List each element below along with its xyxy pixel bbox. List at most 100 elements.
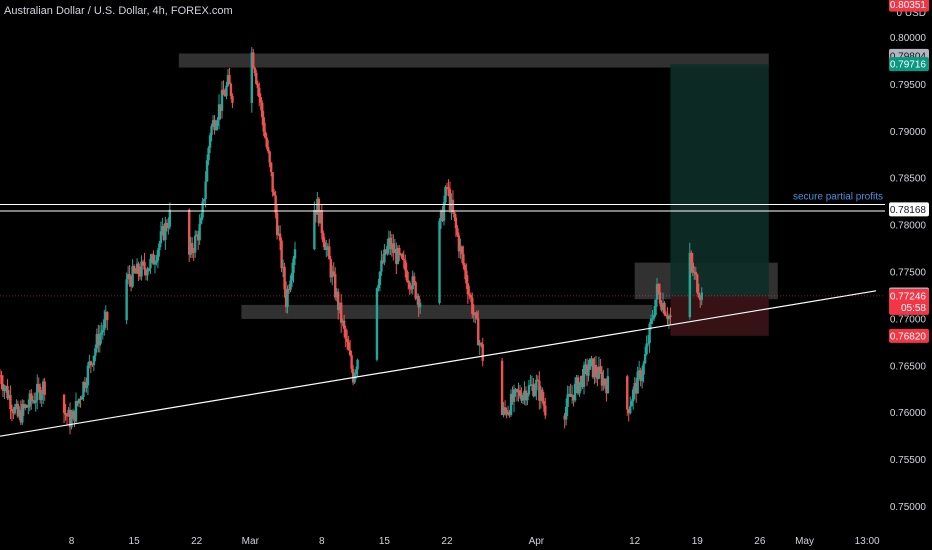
candle-body <box>389 237 392 250</box>
candle-body <box>284 289 288 307</box>
candle-body <box>347 341 350 351</box>
price-tick-label: 0.79500 <box>890 80 927 91</box>
candle-body <box>42 381 45 395</box>
candle-body <box>25 405 29 408</box>
candle-body <box>348 350 352 356</box>
candle-body <box>7 395 11 399</box>
candle-body <box>596 375 599 379</box>
candle-body <box>217 104 221 121</box>
candle-body <box>652 315 656 319</box>
candle-body <box>31 400 34 402</box>
candle-body <box>539 389 543 401</box>
price-tick-label: 0.77000 <box>890 314 927 325</box>
candle-body <box>581 375 584 387</box>
candle-body <box>22 404 26 409</box>
candle-body <box>97 334 100 346</box>
candle-body <box>541 389 544 402</box>
candle-body <box>523 390 526 395</box>
candles-layer <box>0 47 703 435</box>
candle-body <box>3 387 6 391</box>
candle-body <box>648 324 651 344</box>
candle-body <box>646 343 650 345</box>
candle-body <box>140 261 143 277</box>
candle-body <box>627 409 630 414</box>
candle-body <box>71 410 75 419</box>
candle-body <box>325 247 328 250</box>
candle-body <box>132 266 136 272</box>
candle-body <box>319 210 322 224</box>
candle-body <box>572 394 575 401</box>
candle-body <box>334 274 337 298</box>
candle-body <box>40 394 43 400</box>
badge-last-countdown: 05:58 <box>901 303 926 314</box>
candle-body <box>208 135 212 148</box>
candle-body <box>395 249 398 264</box>
candle-body <box>326 246 329 248</box>
candle-body <box>64 412 67 415</box>
candle-body <box>98 334 102 346</box>
candle-body <box>149 258 152 269</box>
chart-title: Australian Dollar / U.S. Dollar, 4h, FOR… <box>4 5 233 17</box>
candle-body <box>153 262 157 265</box>
candle-body <box>141 261 145 263</box>
candle-body <box>578 382 581 394</box>
candle-body <box>164 222 167 240</box>
candle-body <box>34 400 37 403</box>
candle-body <box>207 147 210 161</box>
candle-body <box>466 283 470 295</box>
candle-body <box>190 242 194 252</box>
stop-zone <box>670 295 769 336</box>
candle-body <box>664 314 668 316</box>
candle-body <box>329 259 332 278</box>
candle-body <box>228 75 231 84</box>
candle-body <box>533 390 537 396</box>
badge-target-bg <box>889 57 929 72</box>
candle-body <box>214 125 218 130</box>
candle-body <box>691 262 695 273</box>
price-tick-label: 0.75500 <box>890 455 927 466</box>
candle-body <box>342 320 346 329</box>
candle-body <box>159 231 163 244</box>
candle-body <box>104 311 107 320</box>
time-tick-label: Apr <box>529 536 545 547</box>
candle-body <box>456 228 459 236</box>
candle-body <box>68 409 72 428</box>
candle-body <box>125 279 128 321</box>
candle-body <box>210 125 213 136</box>
candle-body <box>337 291 340 311</box>
candle-body <box>335 291 338 298</box>
badge-stop-bg <box>889 328 929 343</box>
candle-body <box>393 249 397 254</box>
candle-body <box>18 409 21 417</box>
candle-body <box>696 274 699 293</box>
candle-body <box>155 260 158 263</box>
candle-body <box>192 251 195 253</box>
candle-body <box>520 396 523 401</box>
candle-body <box>12 411 15 414</box>
badge-last-label: 0.77246 <box>890 291 927 302</box>
candle-body <box>579 375 583 383</box>
candle-body <box>189 242 192 255</box>
candle-body <box>407 280 410 283</box>
candle-body <box>481 344 484 361</box>
candle-body <box>511 393 514 402</box>
candle-body <box>500 360 504 415</box>
candle-body <box>576 377 580 394</box>
candle-body <box>387 237 391 246</box>
candle-body <box>535 379 538 391</box>
candle-body <box>688 252 692 318</box>
candle-body <box>70 418 73 428</box>
candle-body <box>19 409 23 423</box>
candle-body <box>201 201 204 218</box>
candle-body <box>700 292 703 300</box>
candle-body <box>690 252 693 263</box>
candle-body <box>83 382 87 388</box>
candle-body <box>198 223 201 241</box>
candle-body <box>231 95 234 103</box>
candle-body <box>663 302 666 315</box>
candle-body <box>518 390 522 397</box>
candle-body <box>138 274 142 277</box>
